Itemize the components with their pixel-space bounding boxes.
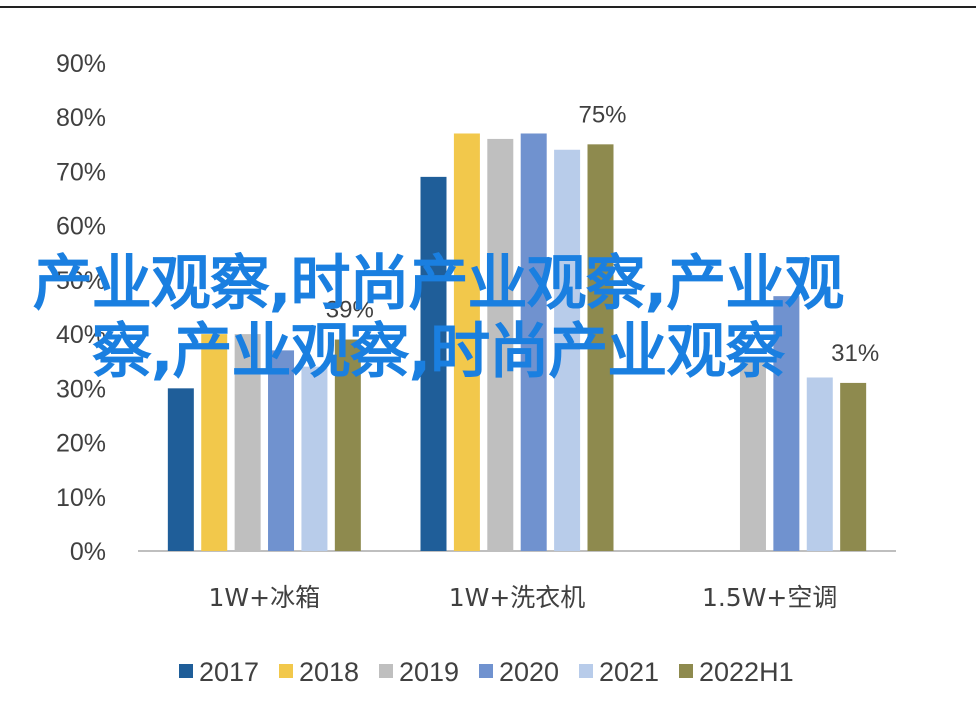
y-tick-label: 0% bbox=[70, 538, 106, 566]
y-tick-label: 60% bbox=[56, 213, 106, 241]
x-category-label: 1W+冰箱 bbox=[209, 583, 321, 612]
legend-label: 2020 bbox=[499, 657, 559, 687]
legend-swatch-2021 bbox=[579, 664, 593, 678]
bar-2020 bbox=[268, 350, 295, 551]
bar-2017 bbox=[167, 388, 194, 551]
y-tick-label: 40% bbox=[56, 321, 106, 349]
bar-2019 bbox=[487, 138, 514, 551]
legend-swatch-2020 bbox=[479, 664, 493, 678]
bar-2021 bbox=[554, 149, 581, 551]
y-tick-label: 50% bbox=[56, 267, 106, 295]
legend-swatch-2017 bbox=[179, 664, 193, 678]
bar-2017 bbox=[420, 176, 447, 551]
data-label: 31% bbox=[831, 340, 879, 367]
top-rule bbox=[0, 6, 976, 8]
bar-2022H1 bbox=[334, 339, 361, 551]
y-tick-label: 80% bbox=[56, 104, 106, 132]
bar-2020 bbox=[773, 296, 800, 551]
legend-label: 2018 bbox=[299, 657, 359, 687]
y-tick-label: 20% bbox=[56, 430, 106, 458]
bar-2022H1 bbox=[587, 144, 614, 552]
legend-swatch-2019 bbox=[379, 664, 393, 678]
y-tick-label: 90% bbox=[56, 50, 106, 78]
bar-2018 bbox=[453, 133, 480, 551]
y-tick-label: 70% bbox=[56, 158, 106, 186]
y-tick-label: 10% bbox=[56, 484, 106, 512]
legend-swatch-2018 bbox=[279, 664, 293, 678]
legend-label: 2017 bbox=[199, 657, 259, 687]
y-tick-label: 30% bbox=[56, 375, 106, 403]
x-category-label: 1.5W+空调 bbox=[702, 583, 837, 612]
legend-label: 2022H1 bbox=[699, 657, 794, 687]
bar-2019 bbox=[234, 334, 261, 551]
bar-2021 bbox=[806, 377, 833, 551]
bar-2018 bbox=[201, 334, 228, 551]
data-label: 75% bbox=[578, 101, 626, 128]
watermark-overlay-text: 产业观察,时尚产业观察,产业观察,产业观察,时尚产业观察 bbox=[32, 249, 845, 387]
legend-swatch-2022H1 bbox=[679, 664, 693, 678]
bar-2020 bbox=[520, 133, 547, 551]
legend-label: 2021 bbox=[599, 657, 659, 687]
x-category-label: 1W+洗衣机 bbox=[449, 583, 586, 612]
legend-label: 2019 bbox=[399, 657, 459, 687]
bar-2019 bbox=[739, 361, 766, 551]
data-label: 39% bbox=[326, 297, 374, 324]
bar-2021 bbox=[301, 366, 328, 551]
bar-2022H1 bbox=[840, 382, 867, 551]
